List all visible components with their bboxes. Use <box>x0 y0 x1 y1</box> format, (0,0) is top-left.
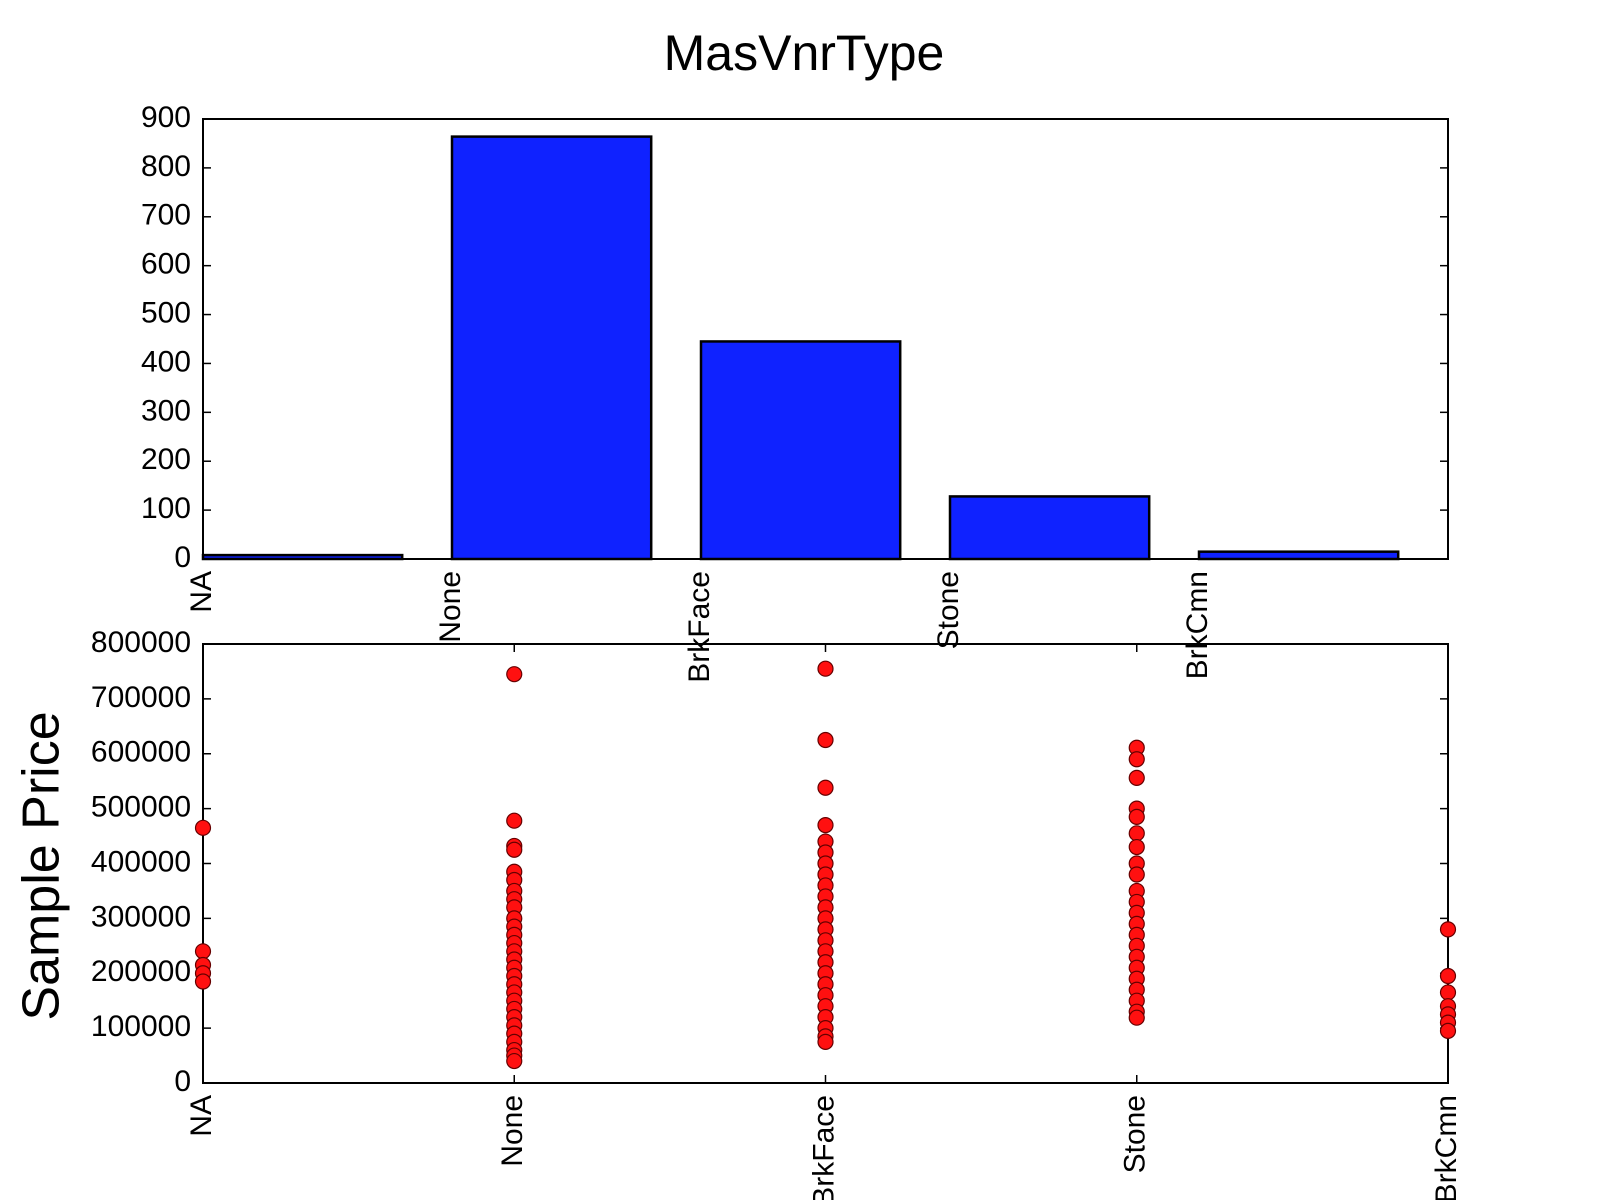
y-tick-label: 0 <box>174 1065 191 1098</box>
y-tick-label: 800 <box>141 150 191 183</box>
x-tick-label: BrkCmn <box>1430 1095 1463 1200</box>
point <box>194 943 212 960</box>
y-tick-label: 400 <box>141 345 191 378</box>
point <box>1128 769 1145 786</box>
x-tick-label: None <box>496 1095 529 1167</box>
point <box>1128 751 1145 768</box>
point <box>817 660 834 677</box>
y-tick-label: 400000 <box>91 845 191 878</box>
point <box>1439 967 1457 985</box>
bar <box>948 495 1151 561</box>
point <box>1439 921 1457 938</box>
y-tick-label: 500000 <box>91 791 191 824</box>
y-tick-label: 100 <box>141 492 191 525</box>
x-tick-label: None <box>434 571 467 643</box>
y-tick-label: 200 <box>141 443 191 476</box>
y-tick-label: 500 <box>141 296 191 329</box>
y-tick-label: 0 <box>174 541 191 574</box>
bar <box>1197 550 1400 561</box>
point <box>1439 1022 1457 1039</box>
y-tick-label: 200000 <box>91 955 191 988</box>
bar <box>450 135 653 561</box>
point <box>1439 984 1457 1001</box>
chart-title: MasVnrType <box>664 25 945 81</box>
point <box>817 816 834 834</box>
x-tick-label: BrkFace <box>807 1095 840 1200</box>
point <box>506 1052 523 1070</box>
y-tick-label: 100000 <box>91 1010 191 1043</box>
bar <box>699 340 902 561</box>
y-tick-label: 600000 <box>91 736 191 769</box>
point <box>194 973 212 990</box>
y-tick-label: 700 <box>141 199 191 232</box>
y-tick-label: 300000 <box>91 900 191 933</box>
x-tick-label: Stone <box>932 571 965 649</box>
x-tick-label: BrkFace <box>683 571 716 683</box>
y-axis-label: Sample Price <box>13 711 71 1020</box>
y-tick-label: 900 <box>141 101 191 134</box>
y-tick-label: 600 <box>141 248 191 281</box>
y-tick-label: 800000 <box>91 626 191 659</box>
point <box>1128 1009 1145 1026</box>
x-tick-label: Stone <box>1119 1095 1152 1173</box>
point <box>817 731 834 749</box>
point <box>817 779 834 796</box>
y-tick-label: 300 <box>141 394 191 427</box>
point <box>506 666 523 683</box>
x-tick-label: NA <box>185 1095 218 1137</box>
point <box>1128 825 1145 842</box>
point <box>1128 808 1145 825</box>
point <box>506 841 523 858</box>
x-tick-label: BrkCmn <box>1181 571 1214 679</box>
point <box>194 819 212 836</box>
point <box>1128 866 1145 883</box>
y-tick-label: 700000 <box>91 681 191 714</box>
bar <box>201 553 404 561</box>
point <box>1128 838 1145 856</box>
x-tick-label: NA <box>185 571 218 613</box>
point <box>817 1033 834 1050</box>
point <box>506 812 523 829</box>
